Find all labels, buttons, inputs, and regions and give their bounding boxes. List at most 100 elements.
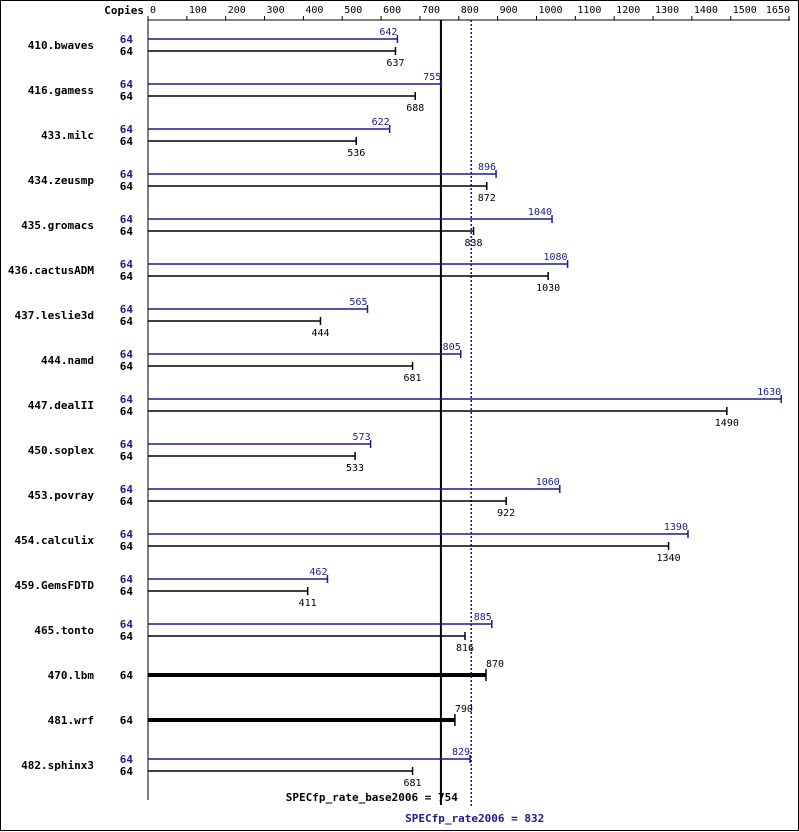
base-copies: 64 [120,45,134,58]
x-tick-label: 700 [422,5,440,16]
peak-copies: 64 [120,573,134,586]
benchmark-row: 435.gromacs 64 1040 64 838 [21,207,553,249]
base-copies: 64 [120,450,134,463]
benchmark-row: 433.milc 64 622 64 536 [41,117,391,159]
base-value-label: 838 [465,238,483,249]
peak-copies: 64 [120,303,134,316]
peak-value-label: 1080 [543,252,567,263]
x-axis-ticks: 0 100 200 300 400 500 600 700 800 900 1000 1100 1200… [147,5,790,20]
benchmark-row: 444.namd 64 805 64 681 [41,342,462,384]
base-summary-label: SPECfp_rate_base2006 = 754 [286,791,459,804]
summary-labels: SPECfp_rate_base2006 = 754 SPECfp_rate200… [286,791,544,825]
peak-copies: 64 [120,483,134,496]
base-value-label: 681 [404,373,422,384]
base-copies: 64 [120,714,134,727]
benchmark-name: 453.povray [28,489,95,502]
x-tick-label: 100 [189,5,207,16]
benchmark-row: 465.tonto 64 885 64 816 [34,612,493,654]
base-value-label: 1030 [536,283,560,294]
benchmark-row: 437.leslie3d 64 565 64 444 [15,297,369,339]
peak-copies: 64 [120,78,134,91]
benchmark-name: 447.dealII [28,399,94,412]
base-value-label: 533 [346,463,364,474]
base-copies: 64 [120,270,134,283]
peak-copies: 64 [120,348,134,361]
peak-value-label: 755 [423,72,441,83]
base-value-label: 870 [486,659,504,670]
peak-value-label: 565 [349,297,367,308]
benchmark-name: 436.cactusADM [8,264,94,277]
peak-copies: 64 [120,33,134,46]
x-tick-label: 0 [150,5,156,16]
x-tick-label: 600 [383,5,401,16]
base-copies: 64 [120,540,134,553]
base-value-label: 1340 [657,553,681,564]
x-tick-label: 900 [500,5,518,16]
peak-copies: 64 [120,123,134,136]
benchmark-name: 435.gromacs [21,219,94,232]
reference-lines [439,20,473,807]
benchmark-name: 437.leslie3d [15,309,94,322]
peak-copies: 64 [120,213,134,226]
peak-copies: 64 [120,168,134,181]
base-copies: 64 [120,90,134,103]
base-copies: 64 [120,180,134,193]
benchmark-row: 416.gamess 64 755 64 688 [28,72,443,114]
peak-value-label: 829 [452,747,470,758]
peak-value-label: 896 [478,162,496,173]
base-value-label: 790 [455,704,473,715]
x-tick-label: 200 [228,5,246,16]
benchmark-row: 481.wrf 64 790 [48,702,473,742]
x-tick-label: 1650 [766,5,790,16]
peak-copies: 64 [120,528,134,541]
benchmark-row: 470.lbm 64 870 [48,657,504,697]
base-copies: 64 [120,225,134,238]
base-copies: 64 [120,630,134,643]
x-tick-label: 300 [267,5,285,16]
benchmark-row: 454.calculix 64 1390 64 1340 [15,522,689,564]
benchmark-name: 454.calculix [15,534,95,547]
peak-value-label: 462 [309,567,327,578]
benchmark-name: 482.sphinx3 [21,759,94,772]
x-tick-label: 500 [344,5,362,16]
base-value-label: 411 [299,598,317,609]
copies-header: Copies [104,4,144,17]
peak-copies: 64 [120,618,134,631]
base-value-label: 637 [386,58,404,69]
peak-value-label: 573 [353,432,371,443]
x-tick-label: 400 [305,5,323,16]
peak-value-label: 1060 [536,477,560,488]
x-tick-label: 1100 [577,5,601,16]
base-copies: 64 [120,765,134,778]
benchmark-name: 410.bwaves [28,39,94,52]
peak-summary-label: SPECfp_rate2006 = 832 [405,812,544,825]
base-value-label: 922 [497,508,515,519]
benchmark-rows: 410.bwaves 64 642 64 637 416.gamess 64 755 64 688… [8,27,782,789]
benchmark-row: 410.bwaves 64 642 64 637 [28,27,404,69]
peak-value-label: 805 [443,342,461,353]
x-tick-label: 1200 [616,5,640,16]
base-copies: 64 [120,495,134,508]
peak-value-label: 1390 [664,522,688,533]
benchmark-row: 453.povray 64 1060 64 922 [28,477,561,519]
base-value-label: 536 [347,148,365,159]
benchmark-row: 447.dealII 64 1630 64 1490 [28,387,782,429]
benchmark-name: 444.namd [41,354,94,367]
base-copies: 64 [120,315,134,328]
x-tick-label: 1300 [655,5,679,16]
base-copies: 64 [120,405,134,418]
base-value-label: 444 [311,328,329,339]
benchmark-row: 450.soplex 64 573 64 533 [28,432,372,474]
peak-copies: 64 [120,753,134,766]
benchmark-row: 436.cactusADM 64 1080 64 1030 [8,252,569,294]
base-value-label: 681 [404,778,422,789]
peak-value-label: 1630 [757,387,781,398]
benchmark-row: 434.zeusmp 64 896 64 872 [28,162,497,204]
x-tick-label: 800 [461,5,479,16]
x-tick-label: 1400 [694,5,718,16]
peak-value-label: 642 [379,27,397,38]
peak-value-label: 885 [474,612,492,623]
base-value-label: 1490 [715,418,739,429]
benchmark-name: 465.tonto [34,624,94,637]
